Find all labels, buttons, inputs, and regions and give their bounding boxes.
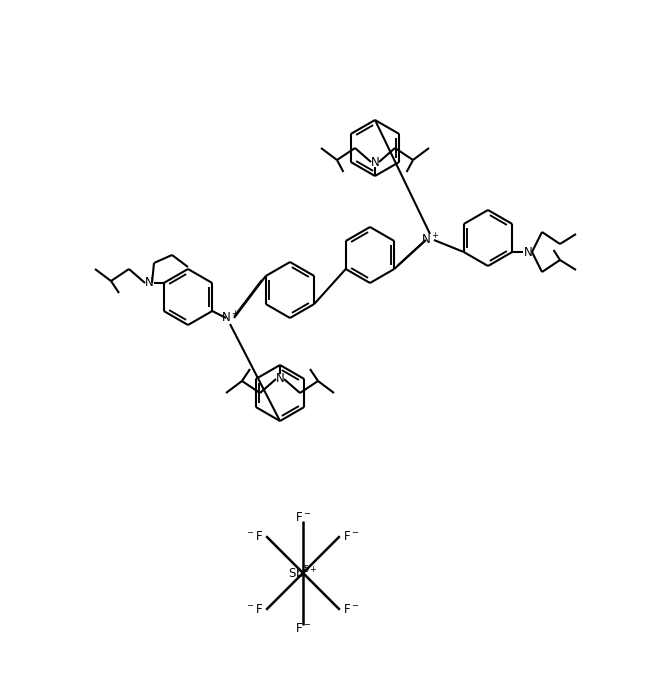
Text: N$^+$: N$^+$	[421, 232, 440, 248]
Text: N: N	[371, 155, 379, 168]
Text: F$^-$: F$^-$	[295, 511, 311, 524]
Text: N: N	[276, 373, 284, 385]
Text: N$^+$: N$^+$	[221, 311, 239, 326]
Text: F$^-$: F$^-$	[295, 622, 311, 635]
Text: Sb$^{5+}$: Sb$^{5+}$	[288, 565, 318, 582]
Text: N: N	[524, 245, 532, 259]
Text: $^-$F: $^-$F	[245, 530, 263, 543]
Text: F$^-$: F$^-$	[343, 603, 359, 616]
Text: F$^-$: F$^-$	[343, 530, 359, 543]
Text: $^-$F: $^-$F	[245, 603, 263, 616]
Text: N: N	[145, 276, 153, 289]
